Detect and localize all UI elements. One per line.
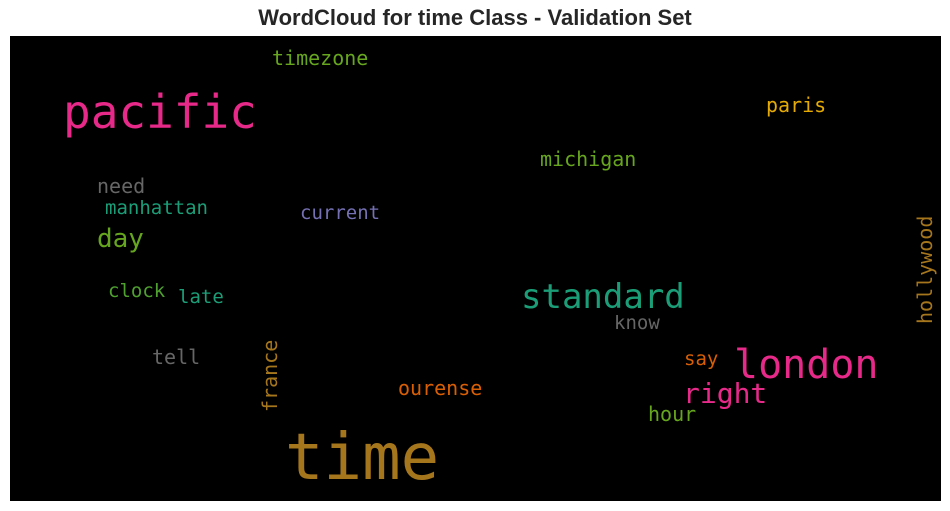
word-know: know [614,312,660,334]
word-tell: tell [152,345,201,369]
word-need: need [97,174,146,198]
word-hollywood: hollywood [913,215,937,324]
word-late: late [178,286,224,308]
word-london: london [734,342,879,388]
word-say: say [684,348,719,370]
word-standard: standard [521,277,685,317]
word-france: france [258,339,282,412]
word-timezone: timezone [272,46,369,70]
word-day: day [97,224,144,254]
word-current: current [300,202,381,224]
word-clock: clock [108,280,166,302]
chart-title: WordCloud for time Class - Validation Se… [258,5,692,30]
word-manhattan: manhattan [105,197,208,219]
wordcloud-canvas: time pacific london standard right day timezon… [10,36,941,501]
word-time: time [285,421,440,495]
word-right: right [683,377,768,410]
word-ourense: ourense [398,376,483,400]
word-hour: hour [648,402,697,426]
word-michigan: michigan [540,147,637,171]
word-pacific: pacific [63,85,257,139]
word-paris: paris [766,93,827,117]
